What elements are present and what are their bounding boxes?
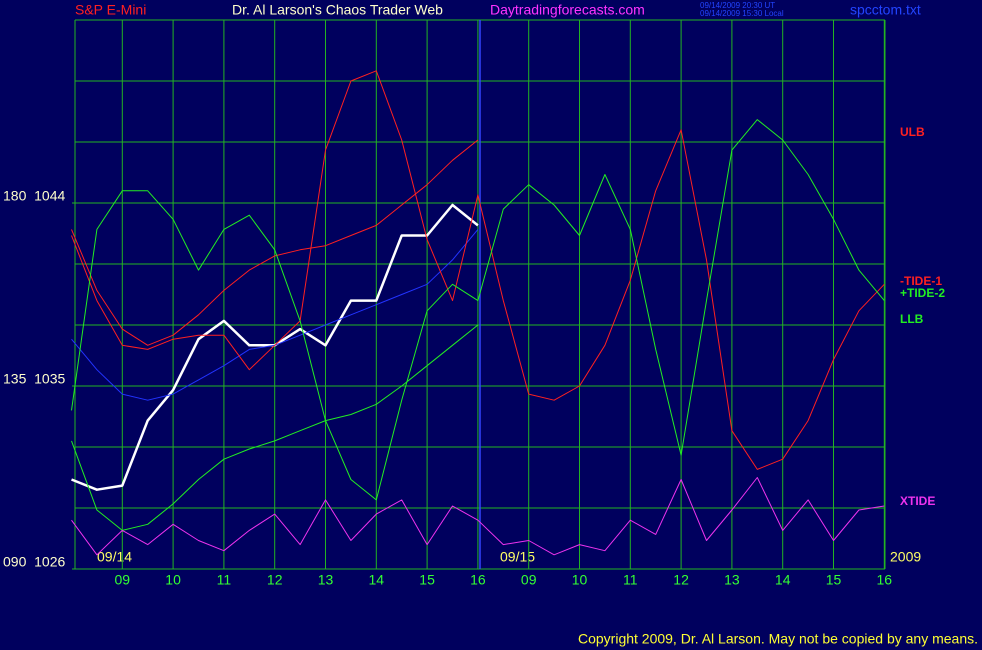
y-tick-label: 090 1026 <box>3 554 65 570</box>
series-line <box>71 324 479 531</box>
x-tick-label: 09 <box>115 572 131 588</box>
series-label: -TIDE-1 <box>900 274 942 288</box>
x-tick-label: 13 <box>724 572 740 588</box>
x-tick-label: 14 <box>775 572 791 588</box>
x-tick-label: 16 <box>877 572 893 588</box>
x-tick-label: 15 <box>419 572 435 588</box>
x-tick-label: 15 <box>826 572 842 588</box>
series-label: +TIDE-2 <box>900 286 945 300</box>
date-label: 2009 <box>890 549 921 565</box>
x-tick-label: 09 <box>521 572 537 588</box>
x-tick-label: 16 <box>470 572 486 588</box>
copyright: Copyright 2009, Dr. Al Larson. May not b… <box>578 631 978 647</box>
series-label: XTIDE <box>900 494 935 508</box>
series-line <box>71 139 479 346</box>
timestamp: 09/14/2009 15:30 Local <box>700 9 784 18</box>
symbol: S&P E-Mini <box>75 2 146 18</box>
series-line <box>71 70 885 470</box>
series-label: ULB <box>900 125 925 139</box>
y-tick-label: 180 1044 <box>3 188 65 204</box>
x-tick-label: 11 <box>217 572 232 588</box>
x-tick-label: 10 <box>572 572 588 588</box>
x-tick-label: 14 <box>369 572 385 588</box>
date-label: 09/14 <box>97 549 132 565</box>
file-name: spcctom.txt <box>850 2 921 18</box>
x-tick-label: 12 <box>267 572 283 588</box>
chart-title: Dr. Al Larson's Chaos Trader Web <box>232 2 443 18</box>
timestamp: 09/14/2009 20:30 UT <box>700 1 775 10</box>
series-line <box>71 119 885 501</box>
x-tick-label: 12 <box>673 572 689 588</box>
series-line <box>71 477 885 556</box>
site: Daytradingforecasts.com <box>490 2 645 18</box>
y-tick-label: 135 1035 <box>3 371 65 387</box>
series-label: LLB <box>900 312 924 326</box>
date-label: 09/15 <box>500 549 535 565</box>
x-tick-label: 10 <box>165 572 181 588</box>
x-tick-label: 11 <box>623 572 638 588</box>
x-tick-label: 13 <box>318 572 334 588</box>
